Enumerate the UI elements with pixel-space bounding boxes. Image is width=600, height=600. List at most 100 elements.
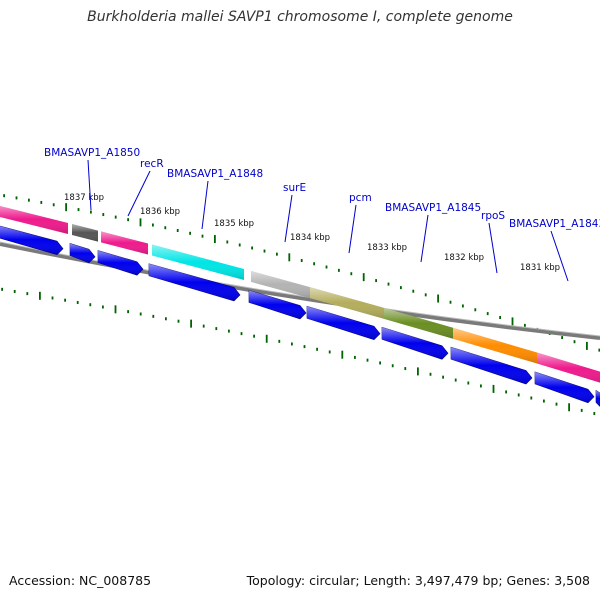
- inner-tick: [442, 375, 444, 379]
- outer-tick: [375, 279, 377, 283]
- cds-feature-track: [0, 225, 600, 407]
- cog-feature-gloss: [72, 223, 98, 242]
- outer-tick: [276, 252, 278, 256]
- inner-tick: [328, 350, 331, 354]
- gene-leader-line: [127, 170, 151, 217]
- outer-tick: [164, 226, 167, 230]
- inner-tick: [580, 408, 583, 412]
- gene-leader-line: [284, 194, 293, 243]
- outer-tick: [524, 323, 526, 327]
- outer-tick: [238, 243, 241, 247]
- outer-tick: [152, 223, 154, 227]
- cds-arrow-gloss: [596, 390, 600, 407]
- outer-tick: [387, 282, 390, 286]
- gene-label: pcm: [349, 192, 372, 204]
- outer-tick: [350, 272, 353, 276]
- outer-tick: [139, 218, 142, 227]
- outer-tick: [52, 203, 55, 207]
- outer-tick: [251, 246, 253, 250]
- inner-tick: [240, 332, 243, 336]
- gene-leader-line: [201, 180, 209, 230]
- inner-tick: [278, 339, 281, 343]
- inner-tick: [454, 378, 457, 382]
- inner-tick: [379, 361, 381, 365]
- inner-tick: [228, 329, 230, 333]
- inner-tick: [341, 350, 344, 359]
- outer-tick: [598, 348, 600, 352]
- outer-tick: [338, 268, 340, 272]
- inner-tick: [89, 303, 92, 307]
- inner-tick: [505, 390, 507, 394]
- inner-tick: [139, 312, 142, 316]
- outer-tick: [362, 273, 365, 282]
- outer-tick: [201, 234, 204, 238]
- outer-tick: [437, 294, 439, 303]
- topology-label: Topology: circular; Length: 3,497,479 bp…: [246, 573, 590, 588]
- outer-tick: [573, 340, 576, 344]
- cog-feature-gloss: [384, 307, 453, 339]
- inner-tick: [1, 287, 3, 291]
- outer-tick: [90, 210, 92, 214]
- inner-tick: [555, 402, 558, 406]
- outer-tick: [400, 286, 402, 290]
- outer-tick: [486, 312, 489, 316]
- outer-tick: [474, 308, 477, 312]
- inner-tick: [51, 296, 54, 300]
- cds-arrow-gloss: [149, 263, 240, 301]
- outer-tick: [3, 194, 5, 198]
- outer-tick: [424, 293, 427, 297]
- inner-tick: [177, 319, 180, 323]
- cog-feature-track: [0, 206, 600, 383]
- inner-tick: [291, 342, 293, 346]
- inner-tick: [165, 317, 167, 321]
- gene-label: BMASAVP1_A1848: [167, 168, 263, 180]
- inner-tick: [429, 372, 432, 376]
- inner-tick: [316, 347, 318, 351]
- outer-tick: [102, 213, 105, 217]
- outer-tick: [40, 200, 43, 204]
- gene-leader-line: [87, 159, 92, 211]
- kbp-label: 1832 kbp: [444, 253, 484, 263]
- outer-tick: [263, 249, 266, 253]
- inner-tick: [404, 367, 407, 371]
- cds-arrow-gloss: [382, 327, 448, 360]
- kbp-label: 1836 kbp: [140, 207, 180, 217]
- cog-feature-gloss: [310, 287, 384, 319]
- inner-tick: [568, 403, 570, 412]
- cog-feature-gloss: [101, 231, 148, 255]
- inner-tick: [366, 358, 369, 362]
- cds-arrow-gloss: [451, 347, 532, 385]
- gene-label: rpoS: [481, 210, 505, 222]
- outer-tick: [114, 215, 117, 219]
- inner-tick: [64, 298, 66, 302]
- outer-tick: [77, 208, 80, 212]
- map-title: Burkholderia mallei SAVP1 chromosome I, …: [87, 9, 513, 25]
- gene-label: recR: [140, 158, 164, 170]
- outer-tick: [28, 198, 30, 202]
- inner-tick: [215, 327, 218, 331]
- inner-tick: [76, 300, 79, 304]
- inner-tick: [114, 305, 117, 314]
- inner-tick: [190, 319, 192, 328]
- kbp-label: 1835 kbp: [214, 219, 254, 229]
- inner-tick: [26, 292, 29, 296]
- cds-arrow-gloss: [535, 371, 594, 403]
- outer-tick: [300, 259, 303, 263]
- kbp-label: 1833 kbp: [367, 243, 407, 253]
- inner-tick: [354, 355, 356, 359]
- inner-tick: [391, 364, 394, 368]
- inner-tick: [202, 324, 205, 328]
- inner-tick: [492, 384, 495, 393]
- inner-tick: [467, 381, 470, 385]
- outer-tick: [65, 203, 67, 212]
- kbp-label: 1831 kbp: [520, 263, 560, 273]
- gene-label: BMASAVP1_A1845: [385, 202, 481, 214]
- kbp-scale-labels: 1837 kbp 1836 kbp 1835 kbp 1834 kbp 1833 kbp…: [64, 193, 560, 273]
- outer-tick: [127, 218, 129, 222]
- inner-tick-ring: [1, 287, 596, 416]
- kbp-label: 1834 kbp: [290, 233, 330, 243]
- outer-tick: [499, 316, 501, 319]
- cds-arrow-gloss: [0, 226, 63, 255]
- inner-tick: [39, 291, 41, 300]
